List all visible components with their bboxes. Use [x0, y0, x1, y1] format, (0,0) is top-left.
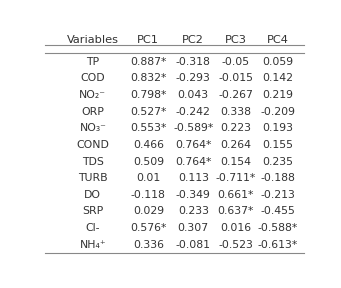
Text: NO₃⁻: NO₃⁻ — [79, 123, 106, 133]
Text: -0.588*: -0.588* — [258, 223, 298, 233]
Text: 0.466: 0.466 — [133, 140, 164, 150]
Text: 0.338: 0.338 — [220, 107, 251, 117]
Text: -0.589*: -0.589* — [173, 123, 213, 133]
Text: 0.764*: 0.764* — [175, 156, 211, 166]
Text: 0.336: 0.336 — [133, 240, 164, 250]
Text: 0.553*: 0.553* — [130, 123, 166, 133]
Text: 0.029: 0.029 — [133, 206, 164, 216]
Text: PC1: PC1 — [137, 35, 159, 45]
Text: -0.267: -0.267 — [218, 90, 253, 100]
Text: COND: COND — [76, 140, 109, 150]
Text: SRP: SRP — [82, 206, 103, 216]
Text: 0.637*: 0.637* — [217, 206, 254, 216]
Text: 0.113: 0.113 — [178, 173, 209, 183]
Text: 0.527*: 0.527* — [130, 107, 166, 117]
Text: 0.223: 0.223 — [220, 123, 251, 133]
Text: 0.059: 0.059 — [262, 57, 293, 67]
Text: 0.798*: 0.798* — [130, 90, 166, 100]
Text: 0.193: 0.193 — [262, 123, 293, 133]
Text: 0.043: 0.043 — [178, 90, 209, 100]
Text: TP: TP — [86, 57, 99, 67]
Text: 0.264: 0.264 — [220, 140, 251, 150]
Text: -0.081: -0.081 — [176, 240, 211, 250]
Text: 0.01: 0.01 — [136, 173, 161, 183]
Text: TURB: TURB — [78, 173, 108, 183]
Text: -0.209: -0.209 — [260, 107, 295, 117]
Text: -0.318: -0.318 — [176, 57, 211, 67]
Text: 0.233: 0.233 — [178, 206, 209, 216]
Text: -0.711*: -0.711* — [216, 173, 256, 183]
Text: 0.764*: 0.764* — [175, 140, 211, 150]
Text: 0.154: 0.154 — [220, 156, 251, 166]
Text: -0.188: -0.188 — [261, 173, 295, 183]
Text: 0.661*: 0.661* — [217, 190, 254, 200]
Text: 0.832*: 0.832* — [130, 73, 166, 83]
Text: 0.016: 0.016 — [220, 223, 251, 233]
Text: PC4: PC4 — [267, 35, 289, 45]
Text: ORP: ORP — [81, 107, 104, 117]
Text: -0.455: -0.455 — [261, 206, 295, 216]
Text: -0.613*: -0.613* — [258, 240, 298, 250]
Text: DO: DO — [84, 190, 101, 200]
Text: NH₄⁺: NH₄⁺ — [79, 240, 106, 250]
Text: -0.118: -0.118 — [131, 190, 166, 200]
Text: PC3: PC3 — [224, 35, 247, 45]
Text: 0.155: 0.155 — [262, 140, 293, 150]
Text: 0.887*: 0.887* — [130, 57, 166, 67]
Text: 0.235: 0.235 — [262, 156, 293, 166]
Text: -0.213: -0.213 — [261, 190, 295, 200]
Text: Cl-: Cl- — [86, 223, 100, 233]
Text: COD: COD — [80, 73, 105, 83]
Text: NO₂⁻: NO₂⁻ — [79, 90, 106, 100]
Text: 0.219: 0.219 — [262, 90, 293, 100]
Text: Variables: Variables — [67, 35, 119, 45]
Text: -0.523: -0.523 — [218, 240, 253, 250]
Text: PC2: PC2 — [182, 35, 204, 45]
Text: -0.349: -0.349 — [176, 190, 211, 200]
Text: TDS: TDS — [82, 156, 104, 166]
Text: 0.142: 0.142 — [262, 73, 293, 83]
Text: -0.242: -0.242 — [176, 107, 211, 117]
Text: -0.05: -0.05 — [222, 57, 250, 67]
Text: -0.015: -0.015 — [218, 73, 253, 83]
Text: 0.307: 0.307 — [178, 223, 209, 233]
Text: 0.576*: 0.576* — [130, 223, 166, 233]
Text: 0.509: 0.509 — [133, 156, 164, 166]
Text: -0.293: -0.293 — [176, 73, 211, 83]
